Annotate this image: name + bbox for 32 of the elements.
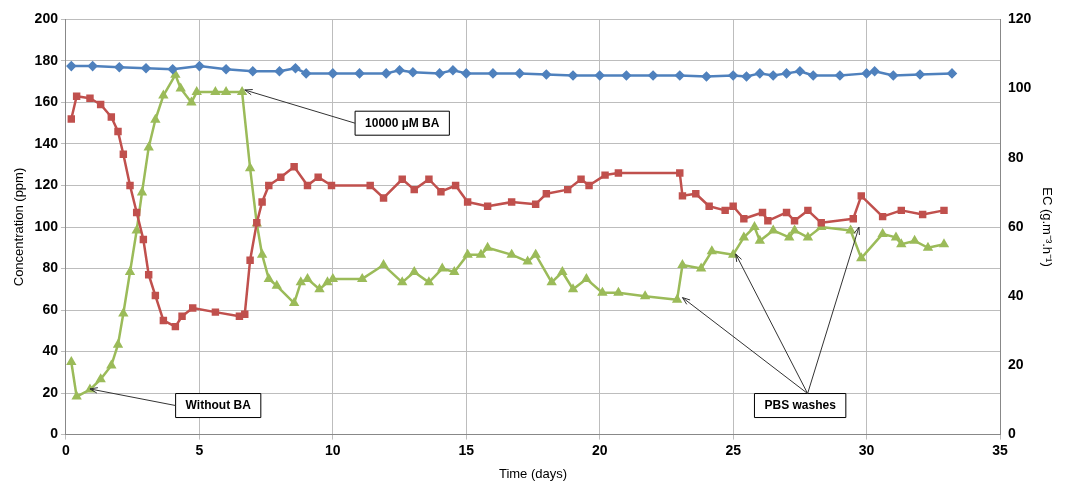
y2-tick-label: 0 bbox=[1008, 425, 1017, 442]
x-tick-label: 20 bbox=[591, 441, 608, 458]
y-axis-title: Concentration (ppm) bbox=[11, 167, 27, 287]
annotation: PBS washes bbox=[764, 397, 837, 412]
x-tick-label: 35 bbox=[992, 441, 1009, 458]
x-axis-title: Time (days) bbox=[498, 465, 568, 481]
y-tick-label: 100 bbox=[34, 217, 59, 234]
x-tick-label: 5 bbox=[195, 441, 204, 458]
y2-tick-label: 20 bbox=[1008, 356, 1024, 373]
y-tick-label: 200 bbox=[34, 10, 59, 27]
y-tick-label: 140 bbox=[34, 134, 59, 151]
annotation: 10000 µM BA bbox=[365, 115, 440, 130]
annotation: Without BA bbox=[185, 397, 252, 412]
y-tick-label: 80 bbox=[42, 259, 59, 276]
y-tick-label: 20 bbox=[42, 383, 59, 400]
y-tick-label: 180 bbox=[34, 51, 59, 68]
y2-tick-label: 100 bbox=[1008, 79, 1032, 96]
y-tick-label: 120 bbox=[34, 176, 59, 193]
y-tick-label: 160 bbox=[34, 93, 59, 110]
y2-tick-label: 80 bbox=[1008, 148, 1024, 165]
y2-tick-label: 40 bbox=[1008, 287, 1024, 304]
y2-tick-label: 120 bbox=[1008, 10, 1032, 27]
y-tick-label: 40 bbox=[42, 342, 59, 359]
y-tick-label: 60 bbox=[42, 300, 59, 317]
x-tick-label: 10 bbox=[325, 441, 341, 458]
y2-axis-title: EC (g.m⁻³.h⁻¹) bbox=[1039, 187, 1055, 267]
y2-tick-label: 60 bbox=[1008, 217, 1024, 234]
x-tick-label: 0 bbox=[62, 441, 71, 458]
x-tick-label: 25 bbox=[725, 441, 742, 458]
x-tick-label: 30 bbox=[858, 441, 875, 458]
x-tick-label: 15 bbox=[458, 441, 475, 458]
y-tick-label: 0 bbox=[50, 425, 59, 442]
